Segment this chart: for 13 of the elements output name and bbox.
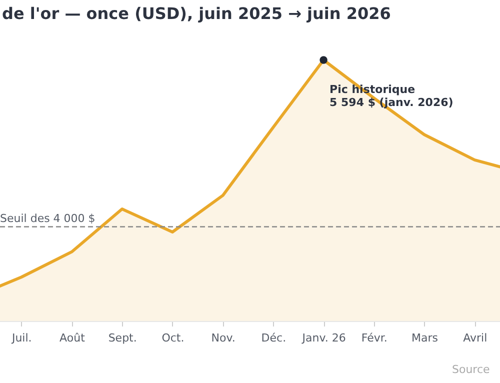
ref-line-label: Seuil des 4 000 $	[0, 212, 96, 225]
x-tick-label: Nov.	[211, 332, 236, 344]
x-tick-label: Mars	[412, 332, 438, 344]
x-tick-label: Févr.	[361, 332, 388, 344]
chart-title: de l'or — once (USD), juin 2025 → juin 2026	[2, 4, 391, 23]
x-tick-label: Sept.	[108, 332, 137, 344]
x-tick-label: Janv. 26	[301, 332, 346, 344]
x-tick-label: Avril	[463, 332, 488, 344]
text: Source	[452, 363, 490, 376]
x-tick-label: Juil.	[10, 332, 32, 344]
x-tick-label: Oct.	[162, 332, 184, 344]
x-tick-label: Août	[60, 332, 86, 344]
x-tick-label: Déc.	[261, 332, 286, 344]
